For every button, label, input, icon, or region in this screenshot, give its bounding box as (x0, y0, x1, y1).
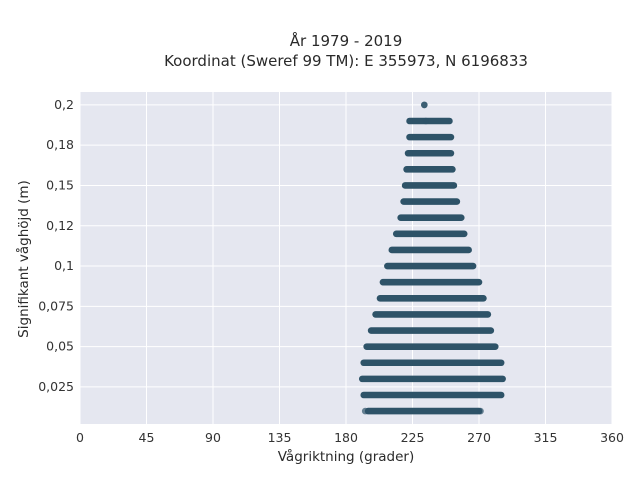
x-tick-label: 360 (600, 430, 624, 445)
y-tick-label: 0,15 (46, 177, 74, 192)
y-tick-label: 0,05 (46, 339, 74, 354)
x-tick-label: 90 (205, 430, 221, 445)
chart-title-line2: Koordinat (Sweref 99 TM): E 355973, N 61… (164, 52, 528, 70)
x-tick-label: 180 (334, 430, 358, 445)
y-tick-label: 0,12 (46, 218, 74, 233)
x-tick-label: 225 (401, 430, 425, 445)
scatter-point (421, 101, 428, 109)
y-tick-label: 0,18 (46, 137, 74, 152)
x-tick-label: 135 (268, 430, 292, 445)
y-tick-label: 0,025 (38, 379, 74, 394)
scatter-point (477, 407, 484, 415)
chart-title-line1: År 1979 - 2019 (290, 31, 403, 50)
x-tick-label: 45 (139, 430, 155, 445)
x-axis-label: Vågriktning (grader) (278, 448, 415, 465)
grid (79, 92, 613, 424)
scatter-points (358, 101, 506, 415)
y-tick-label: 0,075 (38, 298, 74, 313)
scatter-point (361, 407, 369, 415)
x-tick-label: 270 (467, 430, 491, 445)
y-tick-label: 0,1 (54, 258, 74, 273)
x-tick-label: 315 (534, 430, 558, 445)
y-axis-ticks: 0,025 0,05 0,075 0,1 0,12 0,15 0,18 0,2 (38, 97, 74, 394)
scatter-point (422, 117, 430, 125)
x-tick-label: 0 (76, 430, 84, 445)
y-tick-label: 0,2 (54, 97, 74, 112)
y-axis-label: Signifikant våghöjd (m) (15, 180, 32, 338)
x-axis-ticks: 0 45 90 135 180 225 270 315 360 (76, 430, 624, 445)
